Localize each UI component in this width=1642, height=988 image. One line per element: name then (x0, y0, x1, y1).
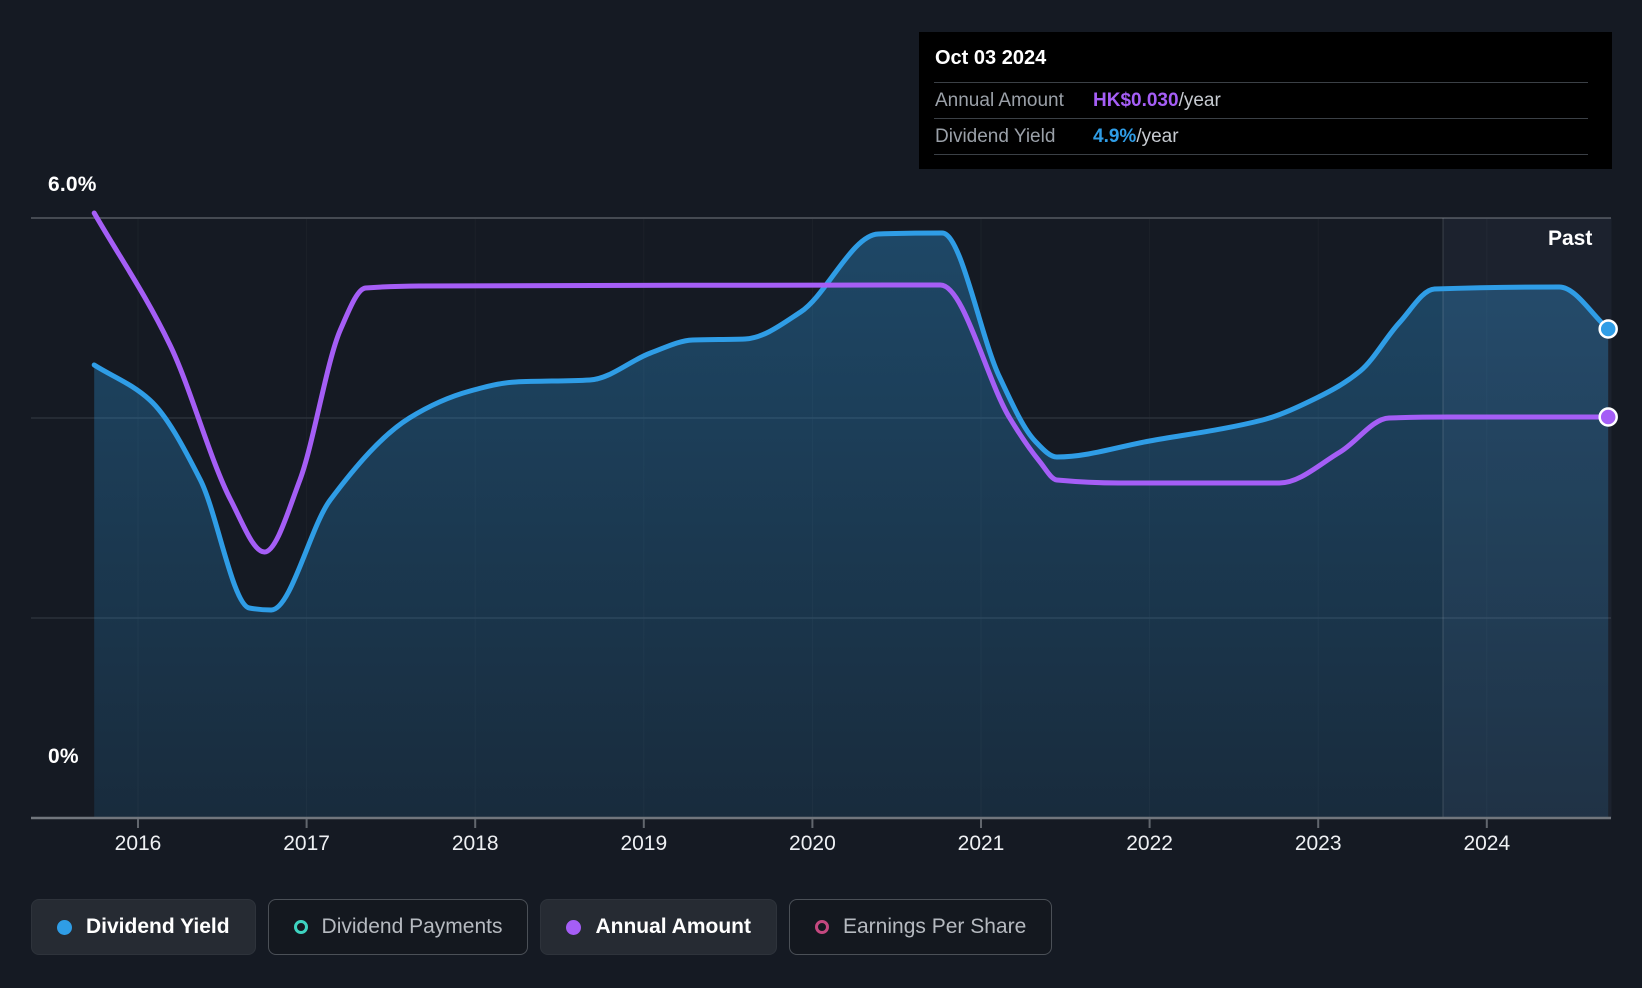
dividend-payments-marker-icon (293, 920, 308, 934)
x-axis-label-2024: 2024 (1463, 832, 1511, 855)
annual-amount-line (91, 210, 1611, 555)
x-axis-label-2021: 2021 (957, 832, 1005, 855)
y-axis-label-bottom: 0% (48, 745, 79, 768)
tooltip-value-suffix: /year (1178, 89, 1221, 111)
x-axis-label-2020: 2020 (789, 832, 836, 855)
annual-amount-endpoint-dot (1598, 407, 1618, 427)
tooltip-row-annual-amount: Annual Amount HK$0.030 /year (934, 82, 1588, 118)
chart-legend: Dividend Yield Dividend Payments Annual Am… (31, 899, 1053, 955)
past-band (1442, 218, 1612, 818)
legend-item-dividend-yield[interactable]: Dividend Yield (31, 899, 256, 955)
x-axis-label-2016: 2016 (114, 832, 162, 855)
yield-area-fill (94, 233, 1609, 818)
legend-item-label: Earnings Per Share (843, 915, 1027, 938)
legend-item-label: Annual Amount (595, 915, 751, 938)
x-axis-label-2023: 2023 (1294, 832, 1342, 855)
tooltip-value-dividend-yield: 4.9% (1093, 125, 1137, 147)
tooltip-label: Annual Amount (935, 89, 1064, 111)
dividend-yield-endpoint-dot (1598, 319, 1618, 339)
x-axis-label-2022: 2022 (1126, 832, 1173, 855)
x-axis-label-2018: 2018 (451, 832, 499, 855)
legend-item-annual-amount[interactable]: Annual Amount (540, 899, 777, 955)
legend-item-earnings-per-share[interactable]: Earnings Per Share (789, 899, 1053, 955)
annual-amount-marker-icon (566, 919, 582, 935)
dividend-yield-line (91, 230, 1611, 613)
tooltip-row-dividend-yield: Dividend Yield 4.9% /year (934, 118, 1588, 154)
chart-tooltip: Oct 03 2024 Annual Amount HK$0.030 /year… (919, 32, 1612, 169)
dividend-yield-marker-icon (57, 919, 72, 935)
legend-item-dividend-payments[interactable]: Dividend Payments (267, 899, 529, 955)
earnings-per-share-marker-icon (815, 920, 829, 934)
tooltip-value-annual-amount: HK$0.030 (1093, 89, 1179, 111)
tooltip-date: Oct 03 2024 (935, 47, 1047, 69)
tooltip-label: Dividend Yield (935, 125, 1056, 147)
x-axis-label-2019: 2019 (620, 832, 668, 855)
x-axis-label-2017: 2017 (283, 832, 330, 855)
tooltip-value-suffix: /year (1136, 125, 1179, 147)
past-period-label: Past (1548, 227, 1593, 250)
legend-item-label: Dividend Yield (86, 915, 230, 938)
legend-item-label: Dividend Payments (321, 915, 503, 938)
y-axis-label-top: 6.0% (48, 173, 97, 196)
